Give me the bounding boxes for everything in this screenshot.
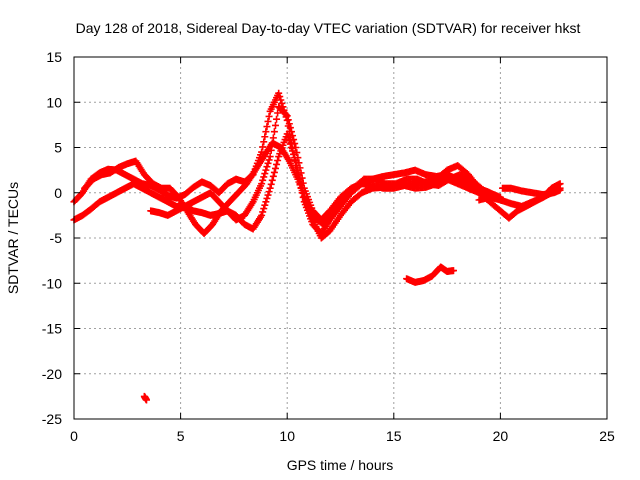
data-point (449, 267, 457, 275)
x-tick-labels: 0 5 10 15 20 25 (70, 428, 615, 444)
data-point (276, 93, 284, 101)
data-point (287, 128, 295, 136)
data-point (270, 168, 278, 176)
x-tick-label: 25 (599, 428, 615, 444)
data-point (273, 115, 281, 123)
series-track-d (147, 103, 504, 224)
x-tick-label: 20 (493, 428, 509, 444)
data-point (274, 157, 282, 165)
data-point (261, 201, 269, 209)
data-point (267, 180, 275, 188)
y-tick-label: -25 (42, 411, 62, 427)
chart-title: Day 128 of 2018, Sidereal Day-to-day VTE… (76, 20, 581, 36)
data-point (265, 188, 273, 196)
data-point (556, 180, 564, 188)
data-point (259, 208, 267, 216)
y-tick-label: 10 (46, 94, 62, 110)
data-point (264, 159, 272, 167)
y-tick-label: 5 (54, 140, 62, 156)
data-point (275, 89, 283, 97)
series-track-i (140, 392, 150, 404)
data-point (265, 112, 273, 120)
data-point (293, 149, 301, 157)
data-point (284, 116, 292, 124)
data-point (292, 144, 300, 151)
data-point (286, 124, 294, 132)
data-point (294, 154, 302, 162)
data-point (266, 184, 274, 192)
data-point (295, 159, 303, 167)
data-point (268, 176, 276, 184)
data-point (556, 186, 564, 194)
data-point (283, 130, 291, 138)
data-point (265, 156, 273, 164)
data-point (264, 191, 272, 199)
data-points (70, 89, 564, 404)
data-point (290, 136, 298, 144)
y-tick-label: -5 (50, 230, 63, 246)
series-track-h (403, 263, 457, 286)
data-point (262, 198, 270, 206)
data-point (262, 128, 270, 136)
data-point (267, 146, 275, 154)
data-point (274, 109, 282, 117)
x-tick-label: 5 (177, 428, 185, 444)
x-tick-label: 10 (279, 428, 295, 444)
data-point (269, 172, 277, 180)
y-tick-label: 0 (54, 185, 62, 201)
data-point (261, 133, 269, 141)
data-point (263, 163, 271, 171)
data-point (259, 143, 267, 151)
y-tick-label: -10 (42, 275, 62, 291)
data-point (299, 179, 307, 187)
data-point (273, 160, 281, 168)
series-track-g (499, 184, 564, 199)
data-point (269, 134, 277, 142)
data-point (258, 180, 266, 188)
data-point (260, 173, 268, 181)
data-point (285, 120, 293, 128)
y-tick-label: 15 (46, 49, 62, 65)
data-point (271, 121, 279, 129)
data-point (282, 111, 290, 119)
data-point (268, 140, 276, 148)
data-point (285, 137, 293, 145)
y-tick-labels: -25 -20 -15 -10 -5 0 5 10 15 (42, 49, 62, 427)
data-point (263, 123, 271, 131)
y-tick-label: -15 (42, 321, 62, 337)
data-point (266, 153, 274, 161)
data-point (261, 170, 269, 178)
x-axis-label: GPS time / hours (287, 457, 394, 473)
data-point (283, 112, 291, 120)
data-point (263, 194, 271, 202)
data-point (260, 138, 268, 146)
x-tick-label: 0 (70, 428, 78, 444)
data-point (258, 211, 266, 219)
data-point (278, 99, 286, 107)
axis-ticks (73, 56, 608, 420)
data-point (277, 96, 285, 104)
y-axis-label: SDTVAR / TECUs (5, 182, 21, 294)
data-point (296, 164, 304, 172)
data-point (289, 147, 297, 155)
data-point (289, 132, 297, 140)
data-point (264, 117, 272, 125)
data-point (298, 174, 306, 182)
grid (74, 57, 607, 419)
data-point (142, 396, 150, 404)
data-point (291, 140, 299, 148)
data-point (260, 205, 268, 213)
data-point (259, 176, 267, 184)
data-point (271, 164, 279, 172)
data-point (262, 166, 270, 174)
data-point (284, 133, 292, 141)
data-point (297, 169, 305, 177)
data-point (270, 128, 278, 136)
y-tick-label: -20 (42, 366, 62, 382)
x-tick-label: 15 (386, 428, 402, 444)
